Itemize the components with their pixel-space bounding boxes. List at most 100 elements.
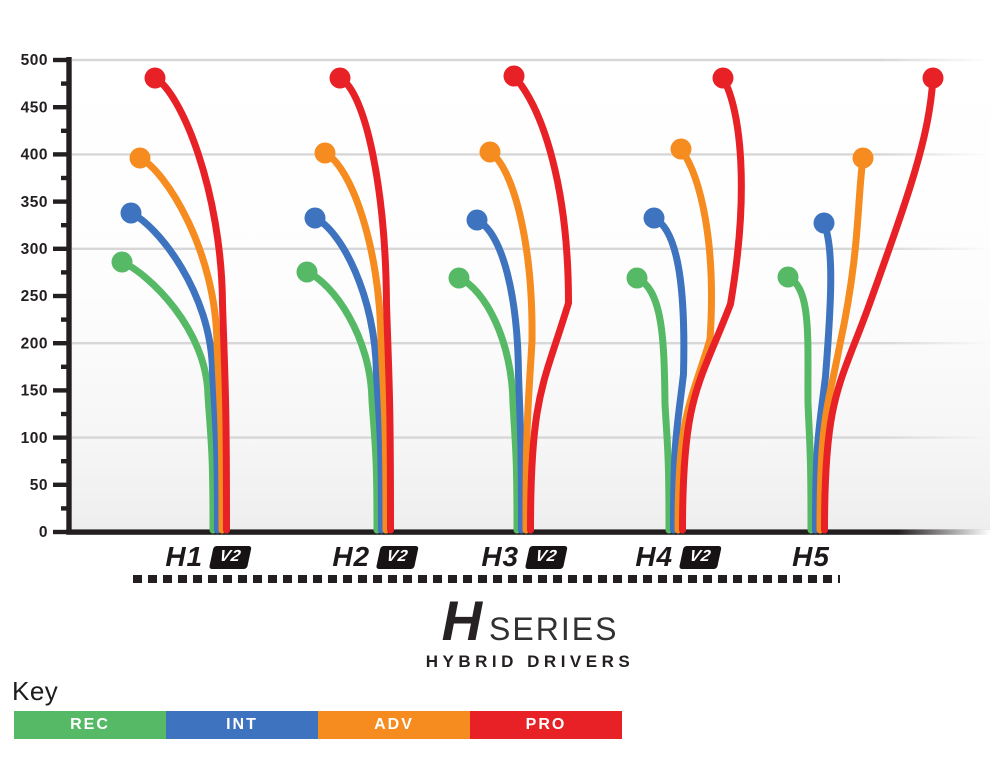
y-axis-label-150: 150 bbox=[21, 383, 48, 400]
key-segment-label: INT bbox=[226, 716, 258, 733]
model-label-H2: H2 V2 bbox=[332, 541, 419, 573]
flight-curve-H2-ADV bbox=[321, 149, 390, 534]
key-segment-label: REC bbox=[70, 716, 110, 733]
flight-apex-dot-H2-REC bbox=[296, 261, 318, 283]
model-name-H5: H5 bbox=[792, 541, 830, 572]
series-title-text: SERIES bbox=[489, 611, 619, 647]
series-subtitle: HYBRID DRIVERS bbox=[425, 651, 635, 671]
flight-apex-dot-H3-INT bbox=[466, 209, 488, 231]
y-axis-label-250: 250 bbox=[21, 288, 48, 305]
flight-curve-H3-REC bbox=[455, 274, 521, 534]
model-label-H4: H4 V2 bbox=[635, 541, 722, 573]
major-tick-200 bbox=[53, 341, 69, 346]
flight-apex-dot-H5-INT bbox=[813, 212, 835, 234]
y-axis-line bbox=[66, 57, 72, 534]
major-tick-300 bbox=[53, 246, 69, 251]
major-tick-50 bbox=[53, 482, 69, 487]
flight-curve-H4-PRO bbox=[679, 74, 745, 534]
minor-tick-225 bbox=[61, 317, 69, 322]
major-tick-250 bbox=[53, 293, 69, 299]
minor-tick-125 bbox=[61, 411, 69, 417]
flight-apex-dot-H4-PRO bbox=[712, 67, 734, 89]
y-axis-label-450: 450 bbox=[21, 99, 48, 116]
flight-curve-H3-PRO bbox=[510, 72, 573, 534]
key-segment-adv: ADV bbox=[318, 711, 470, 739]
key-segment-int: INT bbox=[166, 711, 318, 739]
model-badge-H3: V2 bbox=[524, 545, 568, 569]
flight-curve-H1-REC bbox=[118, 258, 217, 534]
minor-tick-275 bbox=[61, 270, 69, 275]
y-axis-label-0: 0 bbox=[39, 524, 48, 540]
flight-apex-dot-H3-ADV bbox=[479, 141, 501, 163]
model-name-H4: H4 bbox=[635, 541, 674, 572]
model-badge-H4: V2 bbox=[678, 545, 722, 569]
major-tick-350 bbox=[53, 199, 69, 204]
flight-curve-H2-PRO bbox=[336, 74, 394, 534]
flight-curve-H4-ADV bbox=[674, 145, 715, 534]
major-tick-500 bbox=[53, 57, 69, 63]
flight-apex-dot-H1-REC bbox=[111, 251, 133, 273]
flight-curve-H3-ADV bbox=[486, 148, 536, 534]
key-segment-label: PRO bbox=[525, 716, 567, 733]
flight-curve-H1-INT bbox=[127, 209, 221, 534]
flight-apex-dot-H5-REC bbox=[777, 266, 799, 288]
minor-tick-475 bbox=[61, 81, 69, 86]
flight-apex-dot-H4-INT bbox=[643, 207, 665, 229]
flight-curve-H5-INT bbox=[812, 219, 835, 534]
flight-apex-dot-H5-PRO bbox=[922, 67, 944, 89]
flight-curve-H5-REC bbox=[784, 273, 815, 534]
flight-apex-dot-H4-ADV bbox=[670, 138, 692, 160]
model-badge-H2: V2 bbox=[375, 545, 419, 569]
minor-tick-375 bbox=[61, 175, 69, 181]
key-segment-pro: PRO bbox=[470, 711, 622, 739]
flight-curve-H1-PRO bbox=[151, 74, 230, 534]
flight-apex-dot-H2-PRO bbox=[329, 67, 351, 89]
key-legend-bar: REC INT ADV PRO bbox=[14, 711, 622, 739]
model-name-H2: H2 bbox=[332, 541, 371, 572]
model-label-H5: H5 bbox=[792, 541, 832, 573]
major-tick-0 bbox=[53, 529, 69, 535]
flight-apex-dot-H1-INT bbox=[120, 202, 142, 224]
flight-curve-H4-REC bbox=[633, 274, 673, 534]
flight-curve-H4-INT bbox=[650, 214, 688, 534]
flight-apex-dot-H5-ADV bbox=[852, 147, 874, 169]
flight-curve-H5-PRO bbox=[821, 74, 937, 534]
y-axis-label-100: 100 bbox=[21, 430, 48, 447]
flight-apex-dot-H2-INT bbox=[304, 207, 326, 229]
flight-curve-H3-INT bbox=[473, 216, 525, 534]
flight-apex-dot-H1-PRO bbox=[144, 67, 166, 89]
y-axis-label-350: 350 bbox=[21, 194, 48, 211]
model-label-H3: H3 V2 bbox=[481, 541, 568, 573]
flight-apex-dot-H2-ADV bbox=[314, 142, 336, 164]
minor-tick-75 bbox=[61, 459, 69, 464]
minor-tick-25 bbox=[61, 506, 69, 511]
flight-curve-H5-ADV bbox=[816, 154, 867, 534]
minor-tick-175 bbox=[61, 364, 69, 369]
flight-apex-dot-H1-ADV bbox=[129, 147, 151, 169]
series-title: H SERIES HYBRID DRIVERS bbox=[425, 589, 635, 672]
series-title-letter: H bbox=[441, 589, 483, 652]
model-badge-H1: V2 bbox=[208, 545, 252, 569]
major-tick-150 bbox=[53, 388, 69, 393]
flight-apex-dot-H3-REC bbox=[448, 267, 470, 289]
flight-curve-H1-ADV bbox=[136, 154, 226, 534]
flight-curve-H2-REC bbox=[303, 268, 381, 534]
key-segment-rec: REC bbox=[14, 711, 166, 739]
y-axis-label-500: 500 bbox=[21, 52, 48, 69]
major-tick-400 bbox=[53, 152, 69, 157]
minor-tick-425 bbox=[61, 128, 69, 133]
flight-apex-dot-H3-PRO bbox=[503, 65, 525, 87]
key-segment-label: ADV bbox=[374, 716, 414, 733]
flight-curve-H2-INT bbox=[311, 214, 385, 534]
y-axis-label-200: 200 bbox=[21, 335, 48, 352]
major-tick-450 bbox=[53, 105, 69, 110]
minor-tick-325 bbox=[61, 223, 69, 228]
model-name-H3: H3 bbox=[481, 541, 520, 572]
y-axis-label-400: 400 bbox=[21, 147, 48, 164]
model-name-H1: H1 bbox=[165, 541, 204, 572]
y-axis-label-50: 50 bbox=[30, 477, 48, 494]
y-axis-label-300: 300 bbox=[21, 241, 48, 258]
key-label: Key bbox=[12, 676, 59, 706]
